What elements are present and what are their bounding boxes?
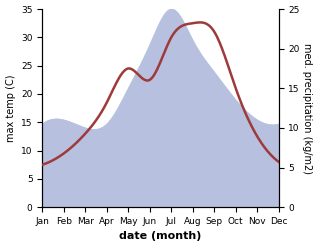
X-axis label: date (month): date (month) [119, 231, 202, 242]
Y-axis label: med. precipitation (kg/m2): med. precipitation (kg/m2) [302, 43, 313, 174]
Y-axis label: max temp (C): max temp (C) [5, 74, 16, 142]
